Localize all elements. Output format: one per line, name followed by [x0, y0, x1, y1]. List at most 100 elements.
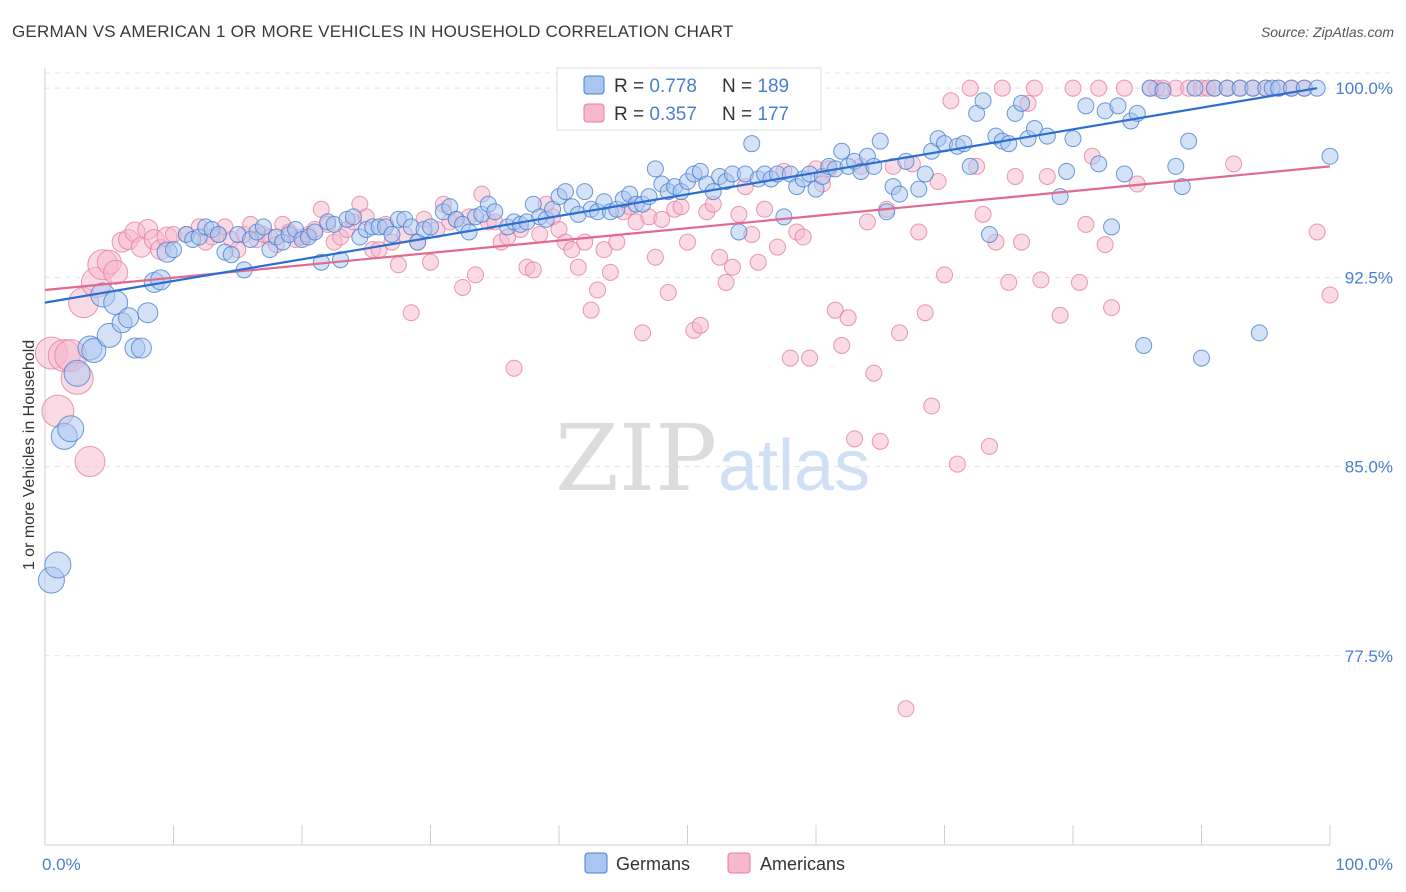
- american-point: [1321, 286, 1339, 304]
- american-point: [589, 281, 607, 299]
- american-point: [1308, 223, 1326, 241]
- american-point: [858, 213, 876, 231]
- german-point: [891, 185, 909, 203]
- american-point: [865, 364, 883, 382]
- american-point: [1103, 299, 1121, 317]
- german-point: [646, 160, 664, 178]
- german-point: [1109, 97, 1127, 115]
- american-point: [711, 248, 729, 266]
- stats-box: R = 0.778 N = 189 R = 0.357 N = 177: [556, 67, 822, 131]
- american-point: [569, 258, 587, 276]
- american-point: [1051, 306, 1069, 324]
- american-point: [1064, 79, 1082, 97]
- stats-american-n-label: N =: [722, 104, 757, 125]
- american-point: [634, 324, 652, 342]
- stats-american-r-value: 0.357: [649, 104, 697, 125]
- german-point: [961, 157, 979, 175]
- american-point: [601, 263, 619, 281]
- german-point: [974, 92, 992, 110]
- german-point: [1013, 94, 1031, 112]
- american-point: [749, 253, 767, 271]
- german-point: [486, 203, 504, 221]
- german-point: [878, 203, 896, 221]
- german-point: [1038, 127, 1056, 145]
- x-tick-label-min: 0.0%: [42, 855, 81, 874]
- american-point: [1006, 167, 1024, 185]
- german-point: [344, 208, 362, 226]
- german-point: [306, 223, 324, 241]
- german-point: [81, 338, 107, 364]
- y-tick-labels: 77.5% 85.0% 92.5% 100.0%: [1335, 79, 1393, 666]
- german-point: [57, 415, 85, 443]
- german-point: [137, 302, 159, 324]
- stats-german-n-row: N = 189: [722, 76, 789, 97]
- german-point: [1090, 155, 1108, 173]
- american-point: [1077, 215, 1095, 233]
- american-point: [730, 205, 748, 223]
- german-point: [422, 218, 439, 236]
- american-point: [402, 304, 420, 322]
- german-point: [1064, 130, 1082, 148]
- stats-american-n-value: 177: [757, 104, 789, 125]
- american-point: [916, 304, 934, 322]
- american-point: [948, 455, 966, 473]
- german-point: [910, 180, 928, 198]
- american-point: [1032, 271, 1050, 289]
- german-point: [775, 208, 793, 226]
- german-point: [1103, 218, 1121, 236]
- stats-german-r-value: 0.778: [649, 76, 697, 97]
- y-tick-label: 100.0%: [1335, 79, 1393, 98]
- american-point: [466, 266, 484, 284]
- german-point: [865, 157, 883, 175]
- german-point: [1077, 97, 1095, 115]
- american-point: [756, 200, 774, 218]
- american-point: [422, 253, 439, 271]
- german-point: [1154, 82, 1172, 100]
- german-point: [1186, 79, 1204, 97]
- american-point: [942, 92, 960, 110]
- american-point: [833, 337, 851, 354]
- legend-germans-label[interactable]: Germans: [616, 854, 690, 874]
- legend-americans-label[interactable]: Americans: [760, 854, 845, 874]
- y-axis-label: 1 or more Vehicles in Household: [21, 340, 38, 570]
- american-point: [826, 301, 844, 319]
- stats-american-swatch: [583, 103, 605, 123]
- american-point: [1090, 79, 1108, 97]
- german-point: [833, 142, 851, 160]
- american-point: [524, 261, 542, 279]
- stats-american-n-row: N = 177: [722, 104, 789, 125]
- american-point: [1096, 236, 1114, 254]
- german-point: [980, 226, 998, 243]
- american-point: [1115, 79, 1133, 97]
- american-point: [595, 241, 613, 259]
- american-point: [1225, 155, 1243, 173]
- german-point: [165, 241, 182, 259]
- german-point: [209, 226, 227, 243]
- american-point: [672, 198, 690, 216]
- german-point: [1193, 349, 1210, 367]
- german-point: [130, 337, 152, 359]
- american-point: [103, 259, 129, 285]
- y-tick-label: 77.5%: [1345, 647, 1393, 666]
- german-point: [730, 223, 748, 241]
- german-point: [576, 183, 594, 201]
- american-point: [679, 233, 696, 251]
- american-point: [1038, 167, 1056, 185]
- trendlines: [44, 87, 1331, 304]
- legend-germans-swatch[interactable]: [584, 852, 608, 874]
- american-point: [691, 316, 709, 334]
- american-point: [1000, 273, 1018, 291]
- x-tick-labels: 0.0% 100.0%: [42, 855, 1393, 874]
- legend-americans-swatch[interactable]: [727, 852, 751, 874]
- american-point: [936, 266, 953, 284]
- american-point: [923, 397, 941, 415]
- german-point: [1321, 147, 1339, 165]
- chart-source: Source: ZipAtlas.com: [1260, 24, 1394, 40]
- american-point: [993, 79, 1011, 97]
- stats-german-row: R = 0.778: [614, 76, 697, 97]
- american-point: [1025, 79, 1043, 97]
- german-point: [1167, 157, 1185, 175]
- american-point: [781, 349, 799, 367]
- american-point: [801, 349, 819, 367]
